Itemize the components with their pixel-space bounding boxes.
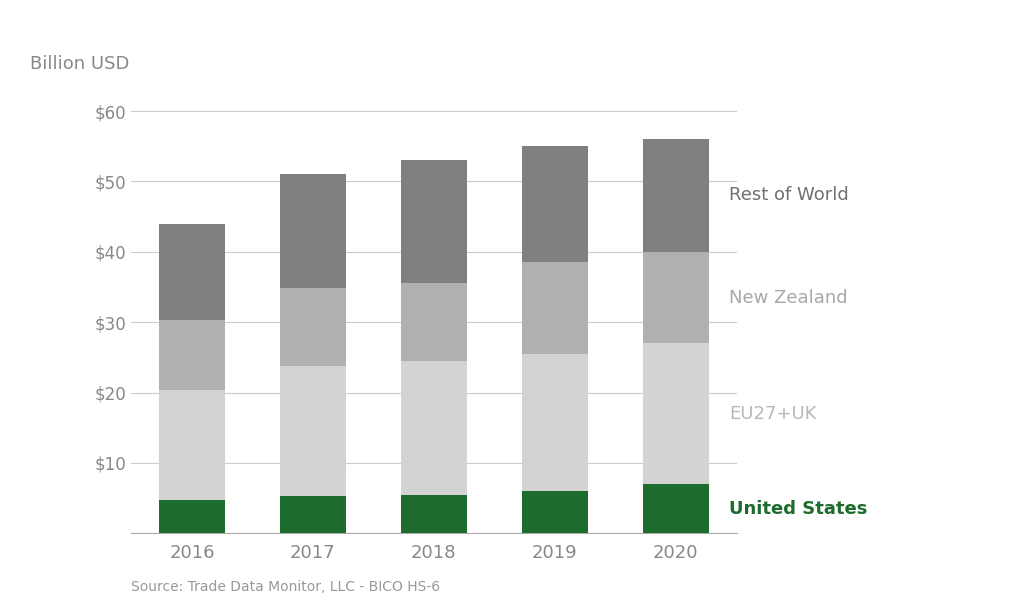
Bar [158, 320, 225, 390]
Text: United States: United States [730, 500, 868, 518]
Bar [158, 499, 225, 533]
Bar [522, 146, 588, 262]
Bar [401, 284, 467, 361]
Bar [158, 224, 225, 320]
Text: EU27+UK: EU27+UK [730, 405, 816, 422]
Bar [522, 491, 588, 533]
Text: Source: Trade Data Monitor, LLC - BICO HS-6: Source: Trade Data Monitor, LLC - BICO H… [131, 580, 440, 594]
Text: Rest of World: Rest of World [730, 187, 849, 204]
Bar [279, 366, 346, 496]
Bar [401, 494, 467, 533]
Bar [279, 175, 346, 288]
Text: New Zealand: New Zealand [730, 288, 848, 307]
Bar [279, 288, 346, 366]
Bar [643, 484, 709, 533]
Bar [522, 262, 588, 354]
Bar [643, 343, 709, 484]
Bar [643, 251, 709, 343]
Bar [401, 361, 467, 494]
Bar [643, 139, 709, 251]
Bar [522, 354, 588, 491]
Text: Billion USD: Billion USD [30, 55, 129, 73]
Bar [279, 496, 346, 533]
Bar [401, 161, 467, 284]
Bar [158, 390, 225, 499]
